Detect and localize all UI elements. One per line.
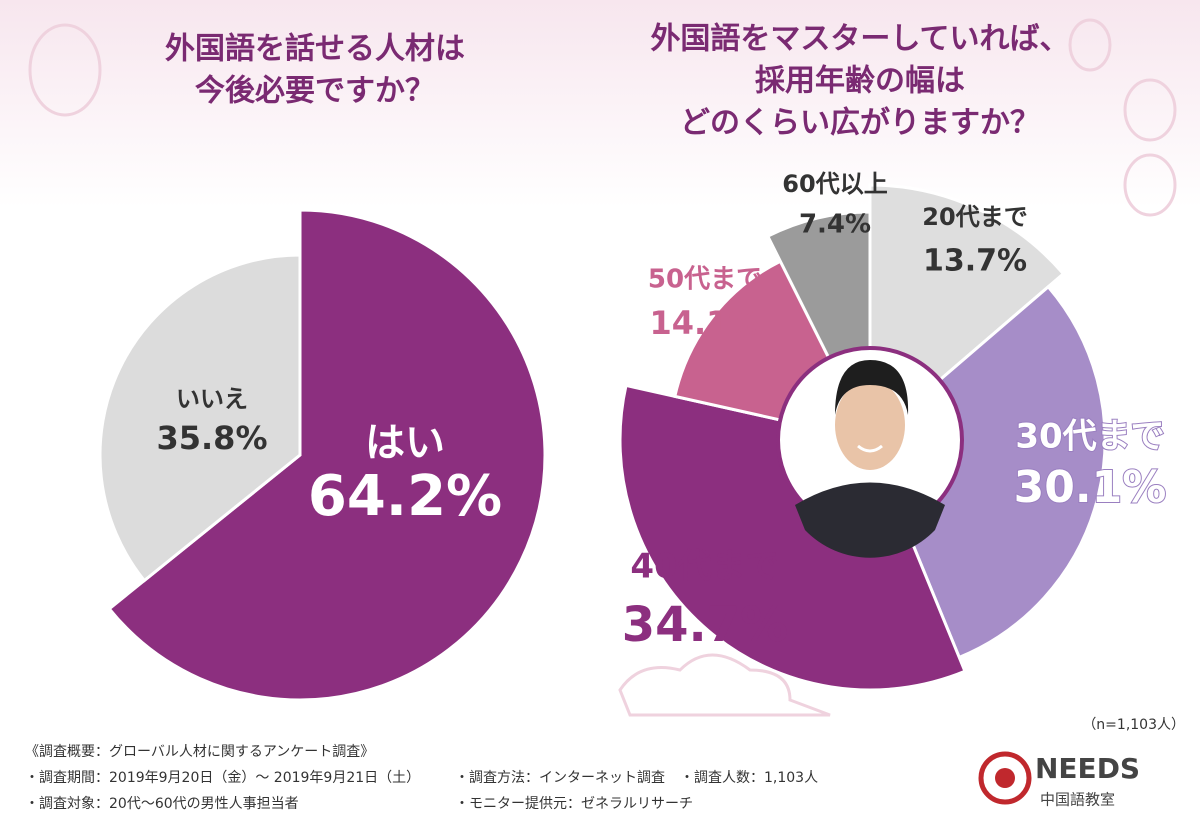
value-label: 30.1% — [1014, 462, 1167, 513]
decoration — [28, 18, 1177, 717]
slice-label: 30代まで — [1015, 417, 1164, 457]
value-label: 35.8% — [156, 419, 267, 457]
chart-title: どのくらい広がりますか？ — [680, 106, 1040, 141]
value-label: 13.7% — [923, 244, 1027, 279]
survey-item: ・調査期間：2019年9月20日（金）～ 2019年9月21日（土） — [25, 770, 420, 786]
logo-name: NEEDS — [1035, 752, 1140, 785]
sample-note: （n=1,103人） — [1082, 717, 1185, 733]
slice-label: 40代まで — [630, 547, 779, 587]
chart-title: 今後必要ですか？ — [195, 74, 435, 109]
value-label: 14.1% — [649, 304, 760, 342]
slice-label: 50代まで — [648, 265, 762, 295]
value-label: 34.7% — [622, 597, 789, 653]
slice — [98, 253, 302, 583]
chart-title: 採用年齢の幅は — [755, 64, 965, 99]
survey-item: ・調査対象：20代～60代の男性人事担当者 — [25, 796, 299, 812]
photo — [776, 346, 964, 558]
logo-sub: 中国語教室 — [1040, 791, 1115, 809]
chart-title: 外国語を話せる人材は — [165, 32, 465, 67]
value-label: 7.4% — [799, 210, 871, 240]
value-label: 64.2% — [308, 464, 502, 529]
slice-label: はい — [365, 420, 445, 466]
titles: 外国語を話せる人材は 今後必要ですか？ 外国語をマスターしていれば、 採用年齢の… — [165, 22, 1070, 141]
slice-label: 20代まで — [922, 203, 1027, 231]
slice-label: いいえ — [176, 385, 248, 413]
footer: （n=1,103人） 《調査概要：グローバル人材に関するアンケート調査》 ・調査… — [25, 717, 1185, 812]
survey-item: ・調査方法：インターネット調査 — [455, 770, 665, 786]
slice — [107, 208, 547, 702]
survey-heading: 《調査概要：グローバル人材に関するアンケート調査》 — [25, 744, 374, 760]
slice-label: 60代以上 — [782, 170, 887, 198]
survey-item: ・調査人数：1,103人 — [680, 770, 818, 786]
logo: NEEDS 中国語教室 — [978, 751, 1140, 809]
survey-item: ・モニター提供元：ゼネラルリサーチ — [455, 796, 693, 812]
chart-title: 外国語をマスターしていれば、 — [650, 22, 1069, 57]
